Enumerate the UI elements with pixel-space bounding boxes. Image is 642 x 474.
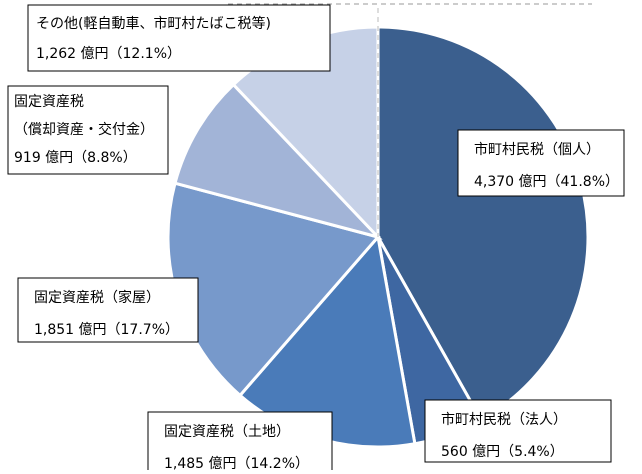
category-label: 固定資産税（家屋） <box>34 289 160 306</box>
label-box <box>424 399 612 463</box>
value-label: 560 億円（5.4%） <box>441 444 564 460</box>
value-label: 4,370 億円（41.8%） <box>474 174 619 190</box>
value-label: 1,851 億円（17.7%） <box>34 322 179 338</box>
pie-slice <box>173 82 383 240</box>
category-label: 市町村民税（法人） <box>441 411 567 428</box>
category-label: （償却資産・交付金） <box>14 121 154 138</box>
value-label: 1,262 億円（12.1%） <box>36 46 181 62</box>
category-label: 固定資産税 <box>14 94 84 110</box>
label-box <box>147 411 333 473</box>
value-label: 919 億円（8.8%） <box>14 150 137 166</box>
label-box <box>457 129 625 197</box>
label-box <box>7 85 169 175</box>
category-label: 市町村民税（個人） <box>474 141 600 158</box>
value-label: 1,485 億円（14.2%） <box>164 456 309 470</box>
label-box <box>27 4 331 72</box>
category-label: その他(軽自動車、市町村たばこ税等) <box>36 15 271 32</box>
label-box <box>17 277 199 343</box>
category-label: 固定資産税（土地） <box>164 424 290 440</box>
